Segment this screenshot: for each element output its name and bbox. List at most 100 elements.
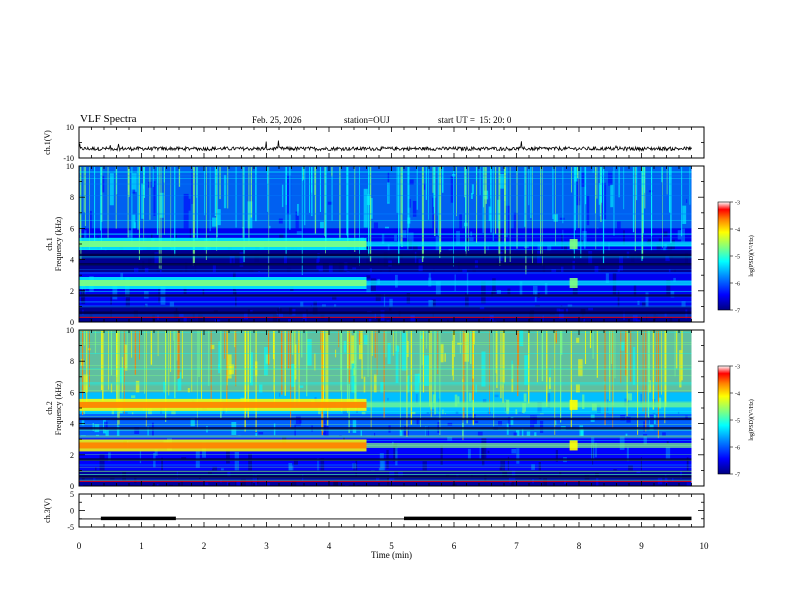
texture [566, 308, 569, 314]
texture [374, 313, 376, 319]
ch2-spectrogram-panel: 0 2 4 6 8 10 ch.2 Frequency (kHz) [45, 326, 705, 491]
texture [171, 410, 176, 415]
texture [380, 310, 385, 321]
texture [479, 306, 485, 310]
texture [494, 394, 499, 398]
texture [352, 419, 357, 433]
y-axis-label-frequency: Frequency (kHz) [54, 380, 63, 435]
texture [477, 431, 483, 437]
texture [537, 251, 542, 264]
texture [543, 478, 548, 486]
texture [357, 484, 360, 486]
x-tick-label: 1 [139, 541, 144, 551]
texture [558, 309, 564, 319]
texture [636, 470, 641, 474]
texture [314, 353, 316, 371]
x-tick-label: 4 [327, 541, 332, 551]
texture [366, 242, 369, 251]
texture [218, 363, 221, 374]
texture [343, 340, 347, 353]
texture [105, 429, 109, 437]
y-tick-label: 6 [70, 224, 74, 233]
texture [462, 269, 467, 273]
texture [542, 315, 544, 322]
texture [498, 251, 503, 262]
texture [416, 418, 419, 425]
texture [446, 319, 450, 322]
texture [317, 253, 320, 262]
texture [511, 448, 517, 454]
texture [294, 344, 297, 380]
texture [131, 395, 136, 399]
texture [422, 461, 427, 471]
texture [454, 394, 458, 407]
texture [333, 482, 339, 486]
texture [595, 442, 597, 458]
texture [457, 342, 462, 345]
texture [376, 315, 381, 322]
texture [287, 319, 292, 322]
texture [189, 228, 192, 240]
emission-band-core [79, 401, 367, 408]
colorbar-tick-label: -3 [735, 365, 740, 371]
texture [346, 271, 350, 273]
texture [542, 265, 546, 273]
texture [663, 247, 666, 251]
texture [499, 173, 504, 189]
y-tick-label: 0 [70, 482, 74, 491]
texture [207, 471, 212, 474]
texture [223, 174, 227, 209]
dark-band [79, 475, 692, 478]
texture [641, 302, 647, 307]
texture [534, 432, 537, 437]
texture [472, 268, 476, 273]
emission-burst [569, 440, 578, 451]
texture [286, 175, 292, 215]
y-axis-label: ch.3(V) [43, 498, 52, 523]
dark-band [79, 311, 692, 314]
texture [640, 456, 642, 471]
texture [380, 382, 385, 393]
texture [519, 281, 523, 296]
texture [370, 197, 373, 219]
x-tick-label: 6 [452, 541, 457, 551]
colorbar-tick-label: -4 [735, 392, 740, 398]
texture [79, 484, 84, 486]
texture [574, 167, 578, 182]
x-tick-label: 8 [577, 541, 582, 551]
texture [658, 238, 662, 242]
texture [516, 448, 520, 464]
texture [258, 271, 261, 273]
texture [177, 372, 182, 391]
texture [469, 237, 474, 242]
texture [110, 309, 112, 318]
texture [509, 417, 514, 425]
texture [563, 244, 568, 251]
texture [656, 314, 658, 319]
texture [471, 184, 474, 195]
texture [210, 344, 215, 350]
colorbar-tick-label: -4 [735, 228, 740, 234]
emission-band-core [79, 442, 367, 449]
texture [248, 269, 254, 273]
texture [470, 192, 473, 199]
texture [247, 309, 253, 313]
texture [283, 255, 287, 265]
texture [425, 426, 429, 437]
texture [424, 355, 429, 386]
texture [556, 308, 561, 312]
texture [255, 432, 258, 437]
texture [248, 453, 253, 471]
x-tick-label: 9 [639, 541, 644, 551]
texture [452, 483, 457, 486]
texture [521, 428, 524, 437]
texture [578, 359, 583, 377]
y-tick-label: 0 [70, 507, 74, 516]
texture [518, 411, 524, 415]
texture [183, 193, 189, 229]
texture [411, 411, 416, 415]
texture [613, 469, 617, 471]
texture [145, 303, 148, 307]
emission-burst [569, 399, 578, 410]
texture [491, 320, 497, 322]
